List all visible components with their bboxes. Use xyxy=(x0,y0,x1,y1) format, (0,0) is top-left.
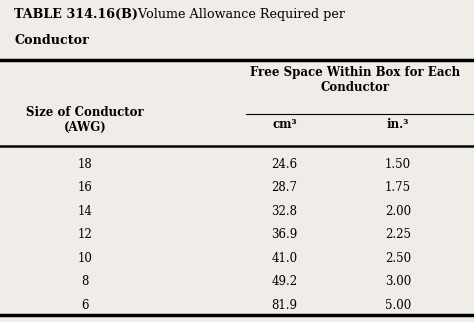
Text: 1.50: 1.50 xyxy=(385,158,411,171)
Text: 36.9: 36.9 xyxy=(271,228,298,241)
Text: 10: 10 xyxy=(78,252,93,265)
Text: TABLE 314.16(B): TABLE 314.16(B) xyxy=(14,8,138,21)
Text: 24.6: 24.6 xyxy=(271,158,298,171)
Text: 1.75: 1.75 xyxy=(385,181,411,194)
Text: 16: 16 xyxy=(78,181,93,194)
Text: 32.8: 32.8 xyxy=(272,205,297,218)
Text: 18: 18 xyxy=(78,158,93,171)
Text: 41.0: 41.0 xyxy=(271,252,298,265)
Text: in.³: in.³ xyxy=(387,118,410,130)
Text: 3.00: 3.00 xyxy=(385,275,411,288)
Text: 12: 12 xyxy=(78,228,93,241)
Text: 14: 14 xyxy=(78,205,93,218)
Text: 49.2: 49.2 xyxy=(271,275,298,288)
Text: 2.00: 2.00 xyxy=(385,205,411,218)
Text: Volume Allowance Required per: Volume Allowance Required per xyxy=(130,8,346,21)
Text: 28.7: 28.7 xyxy=(272,181,297,194)
Text: 6: 6 xyxy=(82,299,89,312)
Text: Free Space Within Box for Each
Conductor: Free Space Within Box for Each Conductor xyxy=(250,66,461,94)
Text: 5.00: 5.00 xyxy=(385,299,411,312)
Text: 2.50: 2.50 xyxy=(385,252,411,265)
Text: 81.9: 81.9 xyxy=(272,299,297,312)
Text: Conductor: Conductor xyxy=(14,34,89,47)
Text: 8: 8 xyxy=(82,275,89,288)
Text: Size of Conductor
(AWG): Size of Conductor (AWG) xyxy=(27,106,144,134)
Text: 2.25: 2.25 xyxy=(385,228,411,241)
Text: cm³: cm³ xyxy=(272,118,297,130)
